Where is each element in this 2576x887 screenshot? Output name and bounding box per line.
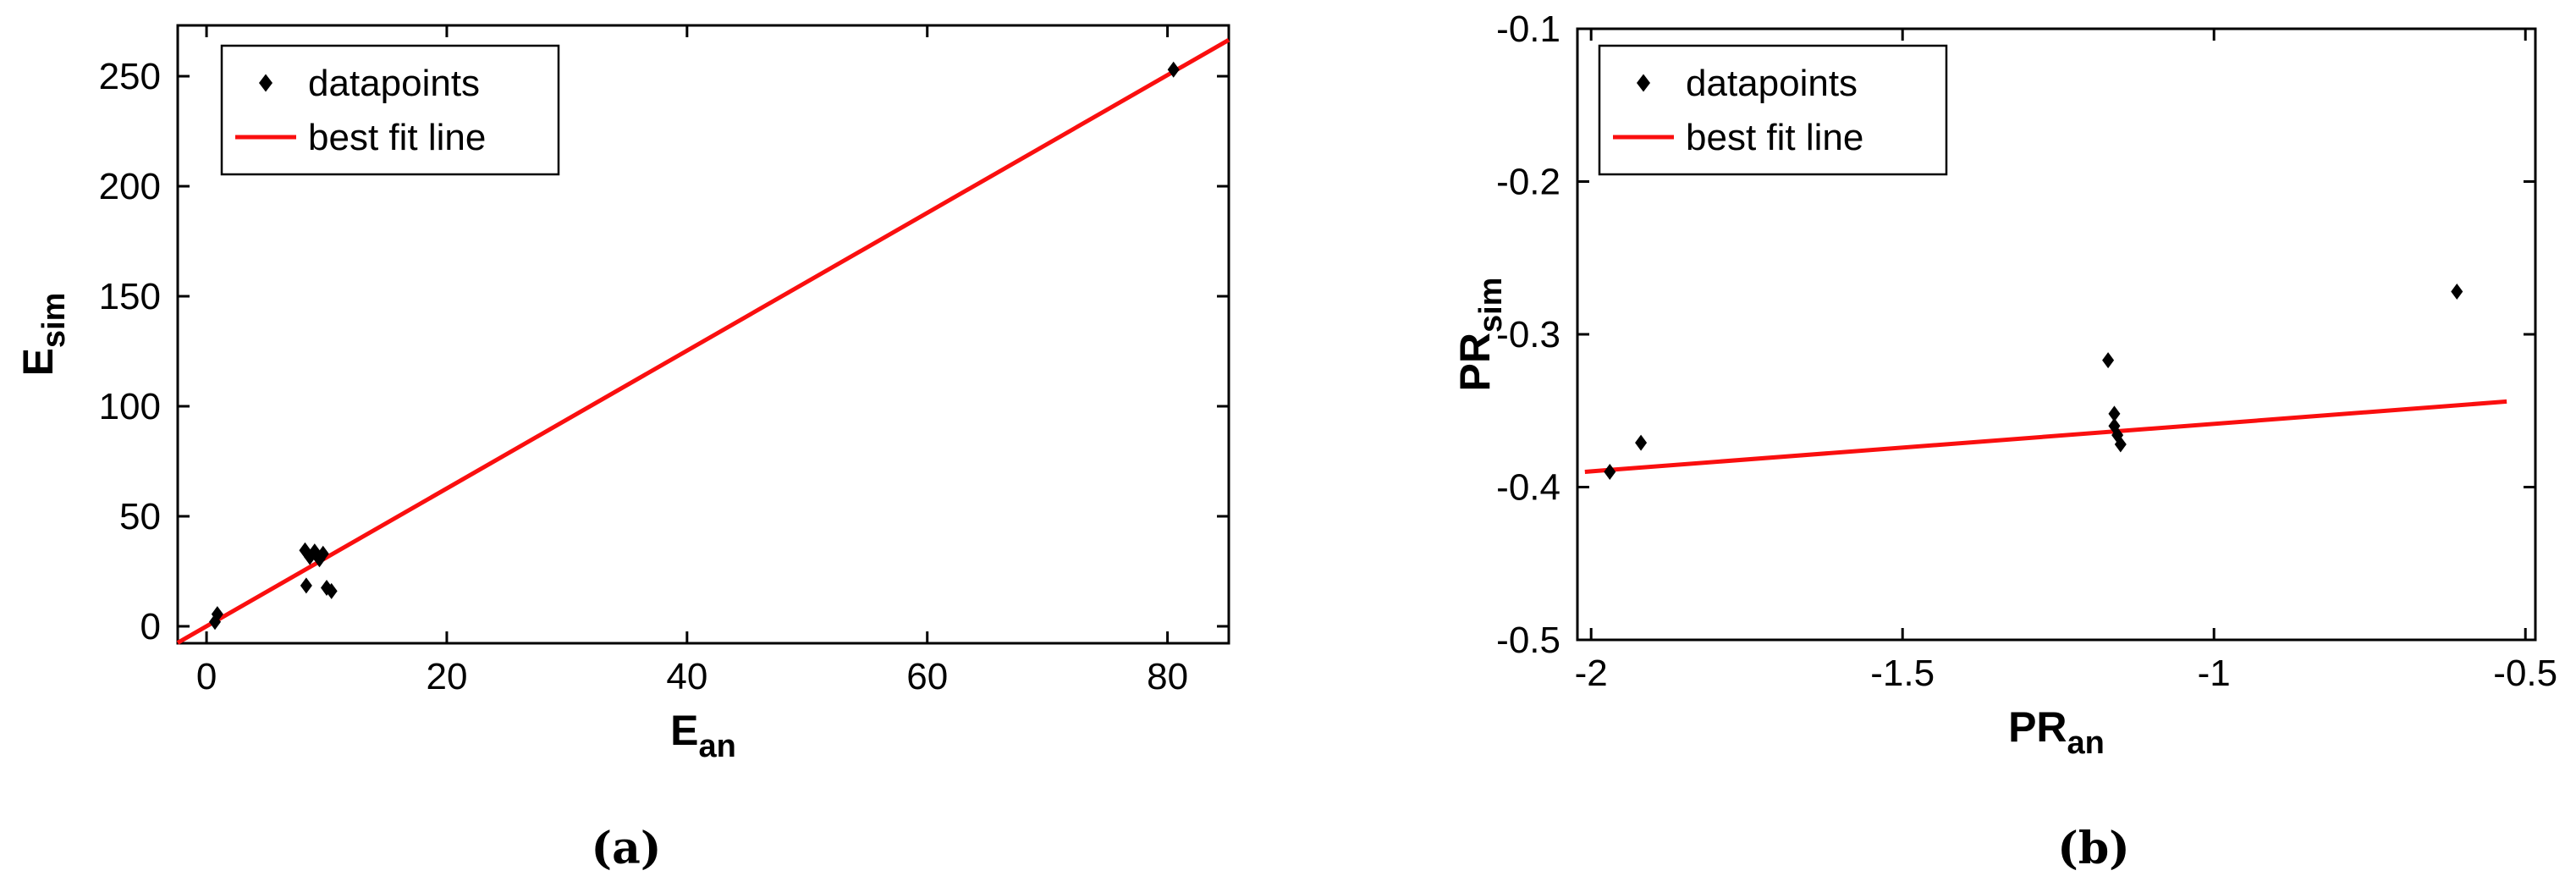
chart-panel-b: -2 -1.5 -1 -0.5 -0.5 -0.4 -0.3 -0.2 -0.1 PRan PRsi… [1288, 0, 2576, 779]
x-tick-label: -1 [2198, 653, 2231, 694]
legend-label: datapoints [308, 63, 480, 104]
y-tick-label: 50 [119, 496, 161, 537]
x-tick-label: -0.5 [2493, 653, 2557, 694]
y-tick-label: -0.1 [1496, 8, 1560, 50]
plot-box [176, 24, 1230, 645]
x-axis-label: PRan [2008, 703, 2105, 761]
x-tick-label: -1.5 [1870, 653, 1935, 694]
chart-panel-a: 0 20 40 60 80 0 50 100 150 200 250 Ean Esim datapoint… [0, 0, 1288, 779]
datapoint-marker [2111, 427, 2124, 444]
y-tick-label: -0.5 [1496, 620, 1560, 661]
y-tick-label: 250 [99, 56, 161, 97]
x-tick-label: 20 [426, 656, 467, 697]
y-tick-label: -0.3 [1496, 314, 1560, 355]
legend-label: datapoints [1686, 63, 1858, 104]
datapoint-marker [2114, 436, 2127, 453]
x-axis-label: Ean [670, 707, 736, 764]
y-tick-label: 100 [99, 386, 161, 427]
datapoint-marker [1635, 434, 1648, 451]
datapoint-marker [1604, 463, 1616, 480]
scatter-plot-pr-sim-vs-pr-an: -2 -1.5 -1 -0.5 -0.5 -0.4 -0.3 -0.2 -0.1 PRan PRsi… [1451, 8, 2557, 761]
legend-label: best fit line [308, 117, 486, 158]
x-tick-label: 60 [906, 656, 948, 697]
y-tick-label: 200 [99, 166, 161, 207]
x-tick-label: 80 [1147, 656, 1188, 697]
scatter-plot-e-sim-vs-e-an: 0 20 40 60 80 0 50 100 150 200 250 Ean Esim datapoint… [14, 24, 1230, 764]
legend-box [1598, 44, 1948, 176]
y-tick-label: 0 [140, 606, 161, 647]
best-fit-line [1584, 399, 2507, 474]
datapoint-marker [325, 582, 338, 599]
datapoint-marker [211, 606, 223, 623]
datapoint-marker [2108, 405, 2121, 422]
legend-diamond-marker [1637, 74, 1650, 92]
datapoint-marker [2451, 283, 2463, 300]
y-tick-label: 150 [99, 276, 161, 317]
legend-diamond-marker [259, 74, 272, 92]
legend-box [220, 44, 560, 176]
datapoint-marker [1167, 61, 1180, 78]
x-tick-label: 40 [666, 656, 707, 697]
y-tick-label: -0.2 [1496, 162, 1560, 203]
y-axis-label: Esim [14, 293, 72, 377]
legend-label: best fit line [1686, 117, 1863, 158]
caption-a: (a) [591, 823, 662, 874]
caption-b: (b) [2057, 823, 2130, 874]
datapoint-marker [2102, 352, 2115, 369]
datapoint-marker [300, 577, 312, 594]
x-tick-label: -2 [1575, 653, 1608, 694]
y-axis-label: PRsim [1451, 278, 1509, 392]
x-tick-label: 0 [196, 656, 217, 697]
datapoint-marker [316, 545, 329, 562]
best-fit-line [176, 37, 1230, 645]
y-tick-label: -0.4 [1496, 467, 1560, 509]
